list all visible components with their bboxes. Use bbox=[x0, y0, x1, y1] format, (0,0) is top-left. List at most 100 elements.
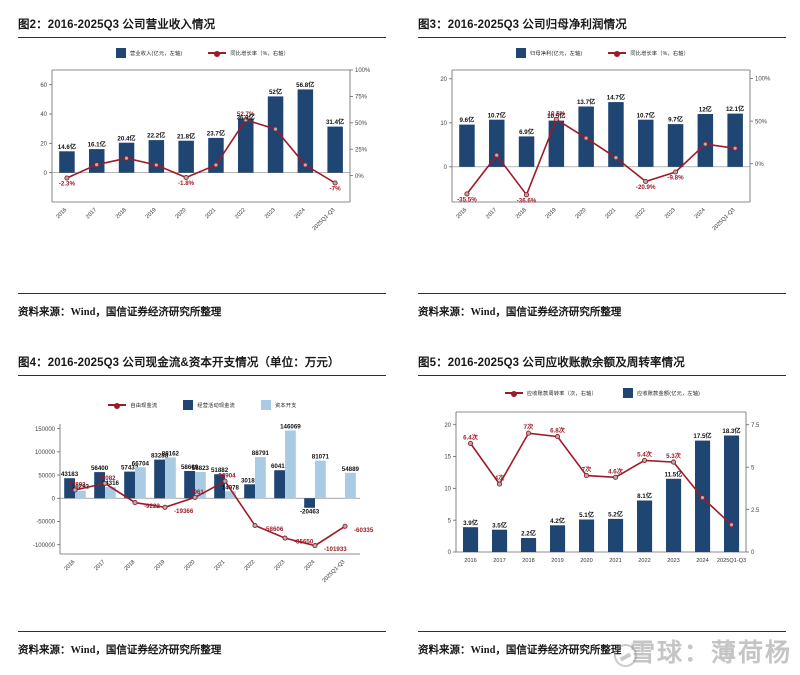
svg-text:14.6亿: 14.6亿 bbox=[58, 143, 76, 151]
svg-text:50%: 50% bbox=[355, 121, 368, 127]
svg-text:-58606: -58606 bbox=[264, 526, 284, 533]
bar-2020 bbox=[195, 471, 206, 499]
fig5-chart-svg: 0 5 10 15 20 0 2.5 5 7.5 3.9亿 3.5亿 2.2亿 4.2亿 5.1亿 5.2亿… bbox=[444, 411, 760, 564]
svg-text:2.2亿: 2.2亿 bbox=[521, 530, 536, 538]
bar-2021 bbox=[608, 518, 624, 552]
bar-2018 bbox=[124, 471, 135, 499]
fig4-legend-line-item: 自由现金流 bbox=[108, 402, 157, 409]
fig3-legend-line-label: 同比增长率（%，右轴） bbox=[630, 50, 690, 57]
svg-text:51882: 51882 bbox=[211, 467, 229, 474]
fig2-legend: 营业收入(亿元，左轴) 同比增长率（%，右轴） bbox=[10, 44, 395, 62]
svg-text:57432: 57432 bbox=[121, 465, 139, 472]
fig2-top-rule bbox=[18, 37, 386, 38]
svg-text:21.8亿: 21.8亿 bbox=[177, 132, 195, 140]
svg-text:-20463: -20463 bbox=[300, 508, 320, 515]
svg-text:4次: 4次 bbox=[495, 474, 505, 482]
svg-text:2022: 2022 bbox=[234, 207, 247, 220]
figure-panel-fig2: 图2：2016-2025Q3 公司营业收入情况 营业收入(亿元，左轴) 同比增长… bbox=[0, 0, 400, 337]
line-marker-icon bbox=[108, 402, 127, 409]
svg-text:17.5亿: 17.5亿 bbox=[693, 432, 711, 440]
bar-2016 bbox=[64, 478, 75, 499]
bar-2021 bbox=[608, 102, 624, 167]
svg-text:12.1亿: 12.1亿 bbox=[726, 105, 744, 113]
svg-text:-9.8%: -9.8% bbox=[667, 175, 684, 182]
svg-text:146069: 146069 bbox=[280, 424, 301, 431]
svg-text:11.5亿: 11.5亿 bbox=[665, 470, 683, 478]
svg-text:2018: 2018 bbox=[515, 207, 528, 220]
bar-2016 bbox=[463, 527, 479, 552]
figure-panel-fig5: 图5：2016-2025Q3 公司应收账款余额及周转率情况 应收账款周转率（次，… bbox=[400, 338, 800, 675]
svg-text:23.7亿: 23.7亿 bbox=[207, 130, 225, 138]
svg-text:-7%: -7% bbox=[330, 186, 342, 193]
svg-text:-1.8%: -1.8% bbox=[178, 180, 195, 187]
bar-2021 bbox=[208, 137, 224, 173]
bar-2020 bbox=[579, 519, 595, 552]
fig5-plot-area: 应收账款周转率（次，右轴） 应收账款金额(亿元，左轴) 0 5 10 15 20 0 2.5… bbox=[410, 384, 795, 622]
bar-2016 bbox=[75, 490, 86, 499]
svg-text:17892: 17892 bbox=[68, 482, 86, 489]
svg-text:8.1亿: 8.1亿 bbox=[637, 492, 652, 500]
bar-2022 bbox=[244, 484, 255, 499]
fig4-top-rule bbox=[18, 375, 386, 376]
bar-swatch-icon bbox=[183, 400, 194, 410]
svg-text:2024: 2024 bbox=[694, 207, 707, 220]
bar-2016 bbox=[459, 124, 475, 167]
fig3-bottom-rule bbox=[418, 293, 786, 294]
svg-text:2016: 2016 bbox=[464, 558, 476, 564]
svg-text:2019: 2019 bbox=[551, 558, 563, 564]
svg-text:88162: 88162 bbox=[162, 450, 180, 457]
bar-2017 bbox=[105, 487, 116, 499]
fig5-title: 图5：2016-2025Q3 公司应收账款余额及周转率情况 bbox=[418, 357, 685, 369]
svg-text:2018: 2018 bbox=[522, 558, 534, 564]
svg-text:52.7%: 52.7% bbox=[237, 111, 255, 118]
bar-2022 bbox=[238, 118, 254, 173]
svg-text:2.5: 2.5 bbox=[751, 508, 760, 514]
svg-text:2018: 2018 bbox=[123, 559, 136, 572]
svg-text:6.4次: 6.4次 bbox=[463, 433, 479, 441]
svg-text:4.2亿: 4.2亿 bbox=[550, 517, 565, 525]
fig2-plot-area: 营业收入(亿元，左轴) 同比增长率（%，右轴） 0 20 40 60 0% 25% 50% 7… bbox=[10, 44, 395, 284]
fig3-legend-bar-item: 归母净利(亿元，左轴) bbox=[515, 48, 583, 58]
svg-text:-35.5%: -35.5% bbox=[457, 196, 477, 203]
fig2-chart-svg: 0 20 40 60 0% 25% 50% 75% 100% 14.6亿 16.1亿 20.4亿 22.… bbox=[40, 68, 371, 232]
bar-2023 bbox=[267, 96, 284, 173]
fig3-legend-bar-label: 归母净利(亿元，左轴) bbox=[529, 50, 583, 57]
figure-panel-fig4: 图4：2016-2025Q3 公司现金流&资本开支情况（单位：万元） 自由现金流… bbox=[0, 338, 400, 675]
svg-text:50000: 50000 bbox=[38, 473, 55, 479]
svg-text:24316: 24316 bbox=[102, 480, 120, 487]
svg-text:5.2亿: 5.2亿 bbox=[608, 511, 623, 519]
fig3-plot-area: 归母净利(亿元，左轴) 同比增长率（%，右轴） 0 10 20 0% 50% 100% 9.… bbox=[410, 44, 795, 284]
svg-text:-100000: -100000 bbox=[33, 543, 56, 549]
svg-text:12亿: 12亿 bbox=[699, 106, 712, 114]
svg-text:2024: 2024 bbox=[696, 558, 708, 564]
fig5-legend-bar-item: 应收账款金额(亿元，左轴) bbox=[622, 388, 700, 398]
fig3-source: 资料来源：Wind，国信证券经济研究所整理 bbox=[418, 307, 622, 318]
bar-2018 bbox=[521, 538, 537, 552]
svg-text:22.2亿: 22.2亿 bbox=[147, 132, 165, 140]
bar-2021 bbox=[225, 491, 236, 499]
svg-text:10.5%: 10.5% bbox=[548, 110, 566, 117]
svg-text:-36.6%: -36.6% bbox=[517, 197, 537, 204]
fig4-title: 图4：2016-2025Q3 公司现金流&资本开支情况（单位：万元） bbox=[18, 357, 340, 369]
bar-2019 bbox=[165, 457, 176, 499]
svg-text:58669: 58669 bbox=[181, 464, 199, 471]
svg-text:60: 60 bbox=[40, 83, 47, 89]
bar-swatch-light-icon bbox=[261, 400, 272, 410]
svg-text:2021: 2021 bbox=[204, 207, 217, 220]
svg-text:-19366: -19366 bbox=[174, 508, 194, 515]
bar-2017 bbox=[89, 149, 105, 173]
fig4-source: 资料来源：Wind，国信证券经济研究所整理 bbox=[18, 645, 222, 656]
svg-text:36904: 36904 bbox=[218, 473, 236, 480]
bar-swatch-icon bbox=[622, 388, 633, 398]
bar-2025Q1-Q3 bbox=[727, 113, 743, 167]
svg-text:56823: 56823 bbox=[192, 465, 210, 472]
svg-text:5.1亿: 5.1亿 bbox=[579, 511, 594, 519]
svg-text:3.9亿: 3.9亿 bbox=[463, 519, 478, 527]
svg-text:2025Q1-Q3: 2025Q1-Q3 bbox=[712, 207, 737, 232]
bar-2016 bbox=[59, 151, 75, 173]
svg-text:2021: 2021 bbox=[609, 558, 621, 564]
svg-text:10.7亿: 10.7亿 bbox=[488, 111, 506, 119]
svg-text:3.5亿: 3.5亿 bbox=[492, 521, 507, 529]
svg-text:-9222: -9222 bbox=[144, 503, 160, 510]
